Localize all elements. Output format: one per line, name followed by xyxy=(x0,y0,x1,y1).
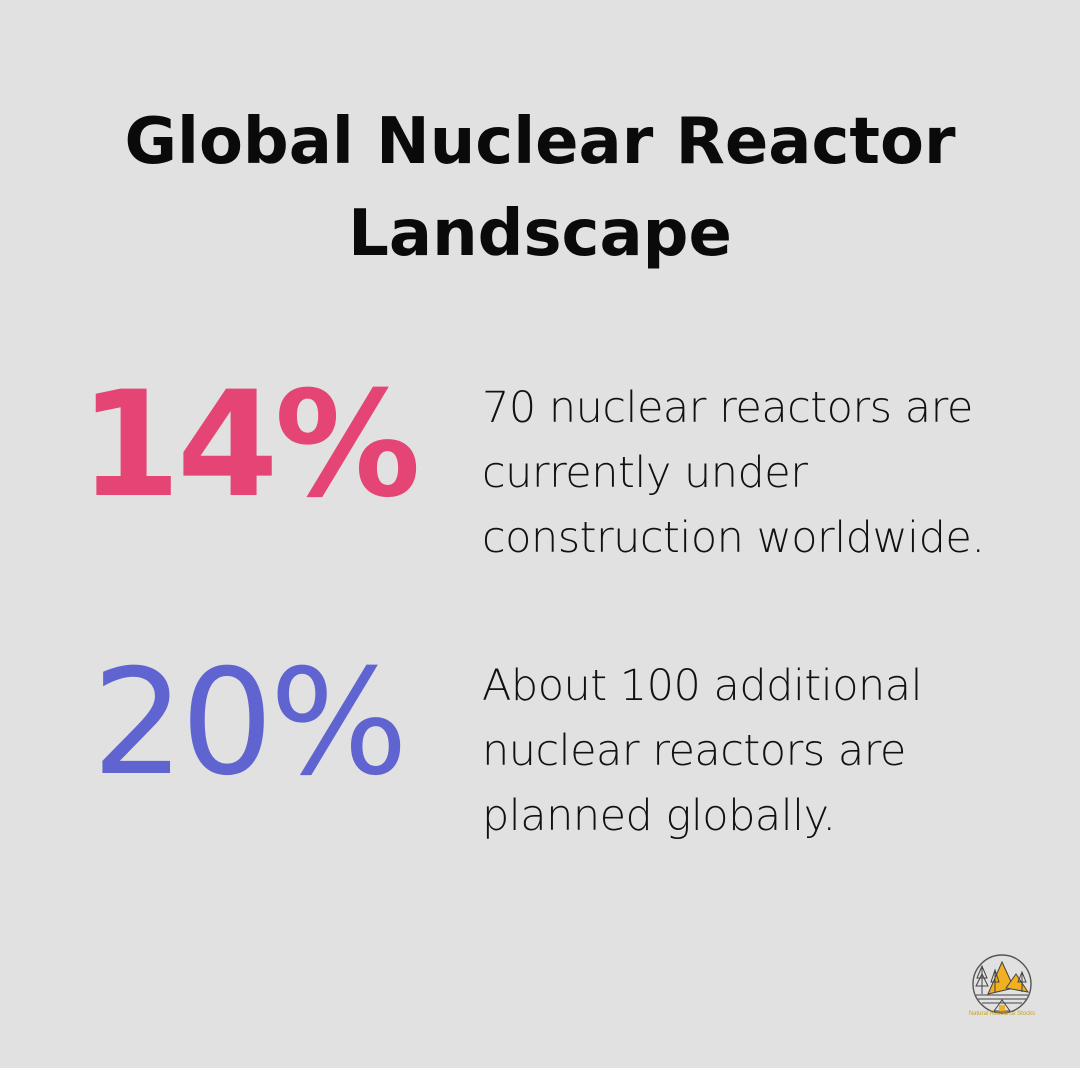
stat-description-construction: 70 nuclear reactors are currently under … xyxy=(482,383,985,563)
stat-value-planned: 20% xyxy=(91,638,409,808)
page-title: Global Nuclear Reactor Landscape xyxy=(124,105,956,271)
mountain-forest-cabin-icon xyxy=(972,954,1032,1014)
stat-description-planned: About 100 additional nuclear reactors ar… xyxy=(482,661,923,841)
logo-text: Natural Resource Stocks xyxy=(968,1011,1036,1017)
stat-value-construction: 14% xyxy=(79,360,420,530)
